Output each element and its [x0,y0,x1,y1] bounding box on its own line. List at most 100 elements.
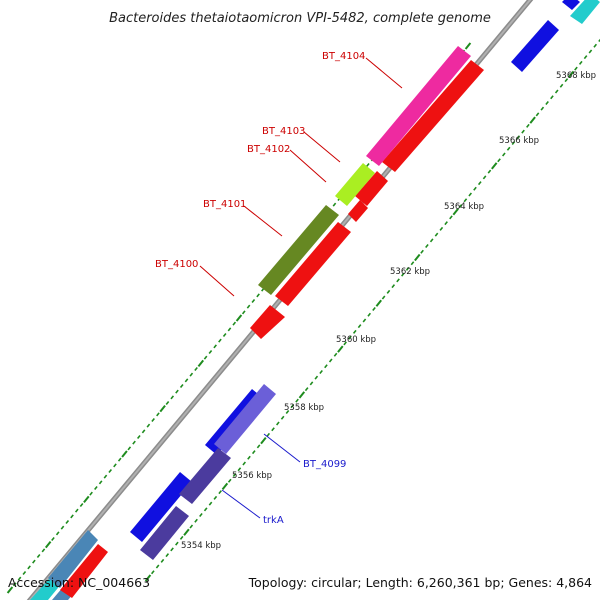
scale-tick [567,70,575,78]
scale-tick [535,112,540,117]
scale-tick [170,547,174,552]
scale-tick [367,312,372,317]
scale-tick [108,469,113,473]
scale-tick [526,123,530,128]
genome-summary-text: Topology: circular; Length: 6,260,361 bp… [248,575,592,590]
scale-tick [235,314,243,322]
scale-tick [70,514,74,519]
scale-tick [458,203,463,208]
scale-tick [32,559,36,564]
scale-tick [491,162,498,170]
scale-tick [237,467,242,472]
scale-tick [232,321,237,326]
scale-tick [280,415,285,420]
scale-tick [213,344,217,349]
scale-tick [564,78,569,83]
scale-tick [434,232,439,237]
gene-label-bt4099[interactable]: BT_4099 [303,459,346,470]
kbp-label: 5366 kbp [499,136,539,146]
scale-tick [189,524,194,529]
kbp-label: 5364 kbp [444,202,484,212]
gene-arrow[interactable] [214,384,276,454]
gene-arrow[interactable] [382,60,484,172]
gene-arrow[interactable] [348,200,368,222]
scale-tick [221,482,229,491]
scale-tick [511,141,516,146]
gene-arrow[interactable] [179,448,231,504]
scale-tick [298,391,306,399]
scale-labels: 5354 kbp 5356 kbp 5358 kbp 5360 kbp 5362… [181,71,596,551]
gene-arrow[interactable] [511,20,559,72]
scale-tick [55,531,60,536]
gene-arrow[interactable] [355,171,388,206]
scale-tick [179,384,184,388]
scale-tick [271,427,275,432]
scale-tick [141,429,146,434]
scale-tick [348,335,352,340]
kbp-label: 5360 kbp [336,335,376,345]
scale-tick [184,378,189,383]
gene-label-bt4100[interactable]: BT_4100 [155,259,198,270]
gene-arrow[interactable] [366,46,471,166]
scale-tick [319,369,323,374]
scale-tick [324,364,328,369]
scale-tick [343,341,347,346]
gene-arrow[interactable] [275,222,351,306]
scale-tick [365,163,370,167]
scale-tick [449,215,453,220]
scale-tick [44,541,52,549]
scale-tick [170,395,175,400]
gene-arrow[interactable] [48,530,98,588]
scale-tick [241,310,246,315]
scale-tick [251,450,256,455]
scale-tick [328,358,333,363]
scale-tick [60,525,65,530]
scale-tick [559,83,564,88]
scale-tick [165,553,170,558]
scale-tick [203,507,208,512]
gene-arrow[interactable] [258,205,339,295]
scale-tick [208,350,213,354]
scale-tick [208,501,213,506]
kbp-label: 5356 kbp [232,471,272,481]
scale-tick [285,410,290,415]
gene-arrow[interactable] [570,0,600,24]
gene-label-bt4101[interactable]: BT_4101 [203,199,246,210]
gene-arrow[interactable] [130,472,192,542]
scale-tick [232,472,237,477]
scale-tick [227,478,232,483]
scale-tick [79,503,84,507]
scale-tick [22,571,27,575]
scale-tick [246,304,251,309]
map-title: Bacteroides thetaiotaomicron VPI-5482, c… [109,11,491,26]
scale-tick [386,289,391,294]
scale-tick [199,513,203,518]
scale-tick [583,55,588,60]
scale-tick [506,146,511,151]
scale-tick [175,389,179,394]
gene-label-bt4102[interactable]: BT_4102 [247,144,290,155]
scale-ticks [6,38,600,594]
gene-arrow[interactable] [250,305,285,339]
scale-tick [464,42,472,50]
gene-arrow[interactable] [562,0,580,10]
gene-arrow[interactable] [60,544,108,598]
gene-label-trkA[interactable]: trkA [263,515,284,526]
scale-tick [242,461,246,466]
scale-tick [414,253,421,262]
scale-tick [218,490,222,495]
scale-tick [439,226,444,231]
scale-tick [314,375,319,380]
gene-label-bt4103[interactable]: BT_4103 [262,126,305,137]
gene-label-bt4104[interactable]: BT_4104 [322,51,365,62]
scale-tick [12,582,17,587]
scale-tick [83,495,90,503]
scale-tick [117,457,122,462]
gene-arrow[interactable] [335,163,375,206]
scale-tick [410,261,415,266]
scale-tick [391,284,396,289]
scale-tick [362,318,367,323]
scale-tick [309,381,314,386]
scale-tick [578,60,583,65]
gene-arrow[interactable] [140,506,189,560]
